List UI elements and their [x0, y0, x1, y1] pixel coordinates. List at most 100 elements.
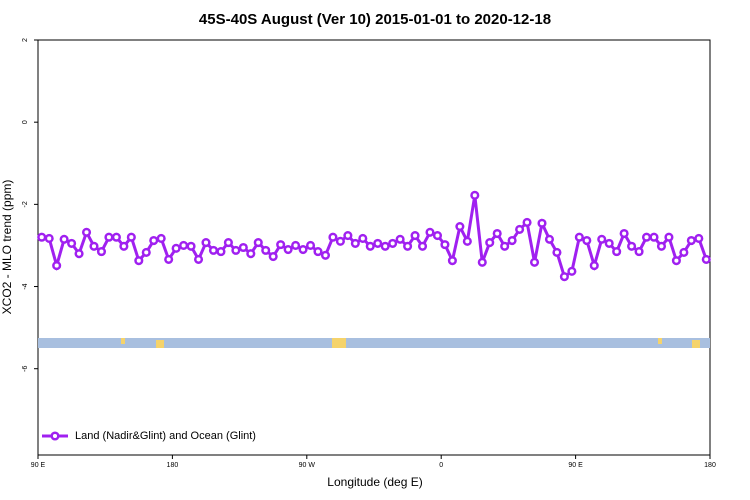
data-point [276, 240, 286, 250]
x-axis-label: Longitude (deg E) [327, 475, 422, 489]
data-point [350, 238, 360, 248]
data-point [216, 247, 226, 257]
data-point [126, 232, 136, 242]
data-point [313, 247, 323, 257]
land-patch [658, 338, 662, 344]
x-tick-label: 90 E [568, 462, 583, 469]
data-point [500, 241, 510, 251]
data-point [246, 249, 256, 259]
data-point [701, 254, 711, 264]
data-point [447, 256, 457, 266]
data-point [89, 241, 99, 251]
data-point [156, 233, 166, 244]
data-point [425, 227, 435, 237]
plot-frame [37, 39, 711, 456]
x-tick-label: 180 [704, 462, 716, 469]
y-tick-label: -2 [22, 201, 29, 207]
y-axis-label: XCO2 - MLO trend (ppm) [0, 180, 14, 315]
x-tick-label: 0 [439, 462, 443, 469]
data-point [358, 233, 368, 244]
data-point [679, 247, 689, 257]
data-point [179, 240, 189, 250]
y-tick-label: -4 [22, 283, 29, 289]
data-point [522, 217, 532, 227]
data-point [627, 241, 637, 251]
data-point [567, 266, 577, 276]
land-patch [156, 340, 164, 348]
data-point [656, 241, 667, 251]
data-point [380, 241, 390, 251]
data-point [320, 250, 331, 260]
data-point [664, 232, 674, 242]
data-point [686, 235, 696, 246]
data-point [96, 247, 107, 257]
data-point [612, 247, 622, 257]
data-point [634, 247, 644, 257]
data-point [641, 232, 652, 242]
data-point [492, 228, 502, 239]
legend-marker [50, 431, 60, 441]
data-point [74, 249, 84, 259]
data-point [261, 245, 271, 255]
data-point [544, 234, 555, 244]
data-point [201, 238, 211, 248]
data-point [291, 240, 301, 250]
data-point [171, 243, 181, 253]
data-point [417, 241, 428, 251]
data-point [81, 227, 92, 237]
data-point [104, 232, 114, 242]
data-point [395, 234, 405, 244]
x-tick-label: 90 E [31, 462, 46, 469]
data-point [470, 190, 480, 200]
y-tick-label: -6 [22, 365, 29, 371]
data-point [335, 236, 345, 246]
data-point [589, 261, 599, 271]
y-tick-label: 2 [22, 38, 29, 42]
data-point [410, 231, 420, 241]
data-point [619, 228, 629, 239]
data-point [388, 238, 398, 248]
data-point [477, 257, 487, 267]
data-point [268, 251, 278, 262]
data-point [111, 232, 121, 242]
data-point [283, 245, 293, 255]
data-point [462, 236, 472, 246]
data-point [52, 261, 62, 271]
data-point [559, 272, 569, 282]
x-tick-label: 90 W [299, 462, 316, 469]
data-point [223, 238, 233, 248]
data-point [328, 232, 338, 242]
x-tick-label: 180 [167, 462, 179, 469]
data-point [208, 245, 219, 255]
chart-title: 45S-40S August (Ver 10) 2015-01-01 to 20… [199, 11, 551, 28]
data-point [552, 247, 562, 257]
data-point [134, 256, 144, 266]
legend-label: Land (Nadir&Glint) and Ocean (Glint) [75, 430, 256, 442]
data-point [253, 238, 263, 248]
data-point [67, 238, 77, 248]
data-point [119, 241, 129, 251]
data-point [537, 218, 547, 228]
land-ocean-strip [38, 338, 710, 348]
land-patch [692, 340, 700, 348]
data-point [365, 241, 375, 251]
data-point [455, 221, 465, 232]
data-point [582, 235, 592, 246]
land-patch [121, 338, 125, 344]
data-point [403, 241, 413, 251]
land-patch [332, 338, 346, 348]
data-point [574, 232, 584, 242]
y-tick-label: 0 [22, 120, 29, 124]
data-point [37, 232, 47, 242]
data-point [597, 234, 607, 244]
series-line [41, 195, 708, 280]
data-point [149, 235, 159, 246]
data-point [141, 247, 151, 257]
data-point [238, 242, 248, 253]
data-point [231, 245, 241, 255]
data-point [343, 231, 353, 241]
data-point [529, 257, 540, 267]
data-point [373, 238, 383, 248]
data-point [440, 240, 450, 250]
